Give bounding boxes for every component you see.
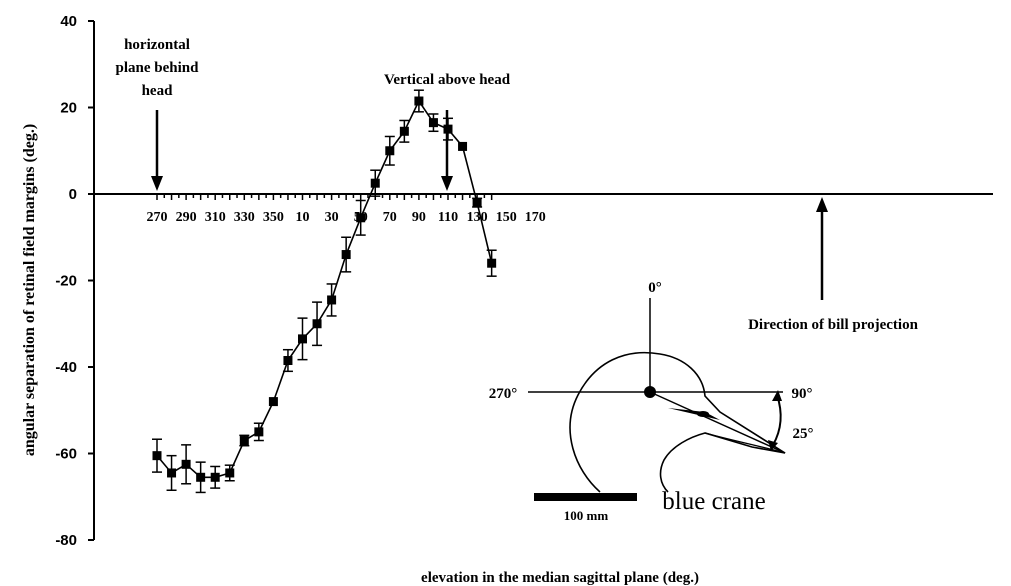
arrowhead-bill-projection: [816, 197, 828, 212]
inset-label-25: 25°: [793, 426, 814, 442]
data-point: [225, 468, 235, 478]
x-tick-label: 30: [325, 210, 339, 225]
y-tick-label: 20: [60, 100, 77, 117]
series-line: [156, 99, 493, 479]
scale-bar-label: 100 mm: [564, 508, 609, 523]
data-point: [414, 96, 424, 106]
y-axis-ticks: 40 20 0 -20 -40 -60 -80: [55, 13, 94, 549]
svg-text:Vertical above head: Vertical above head: [384, 72, 511, 88]
svg-text:head: head: [142, 83, 174, 99]
scale-bar: [534, 493, 637, 501]
annotation-horizontal-behind: horizontal plane behind head: [116, 37, 200, 191]
data-point: [254, 427, 264, 437]
data-point: [283, 356, 293, 366]
x-tick-label: 70: [383, 210, 397, 225]
crane-nostril: [697, 411, 709, 417]
x-tick-label: 350: [263, 210, 284, 225]
x-tick-label: 110: [438, 210, 458, 225]
y-tick-label: -80: [55, 532, 77, 549]
x-tick-label: 270: [147, 210, 168, 225]
x-tick-label: 290: [176, 210, 197, 225]
annotation-vertical-above: Vertical above head: [384, 72, 511, 191]
y-tick-label: -20: [55, 273, 77, 290]
chart-axes: [93, 21, 993, 540]
inset-bill-axis: [649, 391, 786, 454]
data-point: [356, 213, 366, 223]
crane-head-inset: 0° 270° 90° 25° 100 mm blue crane: [489, 280, 814, 523]
inset-label-0: 0°: [648, 280, 662, 296]
data-point: [472, 198, 482, 208]
data-point: [312, 319, 322, 329]
inset-angle-arc: [772, 394, 782, 446]
y-tick-label: 0: [69, 186, 77, 203]
data-point: [327, 295, 337, 305]
x-tick-label: 150: [496, 210, 517, 225]
data-point: [428, 118, 438, 128]
annotation-bill-projection: Direction of bill projection: [748, 197, 919, 333]
x-tick-label: 90: [412, 210, 426, 225]
data-point: [458, 141, 468, 151]
species-label: blue crane: [662, 488, 765, 515]
x-axis-ticks: 2702903103303501030507090110130150170: [147, 194, 546, 225]
y-tick-label: -40: [55, 359, 77, 376]
x-tick-label: 10: [296, 210, 310, 225]
data-point: [487, 258, 497, 268]
data-point: [298, 334, 307, 344]
inset-angle-arrowhead-bottom: [768, 440, 778, 451]
crane-bill-lower: [704, 432, 786, 454]
crane-head-outline: [569, 351, 786, 493]
crane-eye-stripe: [668, 408, 720, 420]
y-tick-label: 40: [60, 13, 77, 30]
inset-label-90: 90°: [792, 386, 813, 402]
data-point: [399, 126, 409, 136]
inset-angle-arrowhead-top: [772, 390, 782, 401]
arrowhead-horizontal-behind: [151, 176, 163, 191]
y-tick-label: -60: [55, 446, 77, 463]
y-axis-label: angular separation of retinal field marg…: [21, 124, 38, 456]
data-point: [152, 451, 162, 461]
svg-text:plane behind: plane behind: [116, 60, 200, 76]
x-tick-label: 310: [205, 210, 226, 225]
data-series: [152, 89, 497, 494]
data-point: [181, 459, 191, 469]
x-tick-label: 130: [467, 210, 488, 225]
data-point: [196, 472, 206, 482]
svg-text:Direction of bill projection: Direction of bill projection: [748, 317, 918, 333]
data-point: [385, 146, 395, 156]
data-point: [341, 250, 351, 260]
data-point: [268, 397, 278, 407]
svg-text:horizontal: horizontal: [124, 37, 190, 53]
x-tick-label: 170: [525, 210, 546, 225]
x-axis-label: elevation in the median sagittal plane (…: [421, 570, 699, 586]
data-point: [210, 472, 220, 482]
data-point: [370, 178, 380, 188]
data-point: [239, 436, 249, 446]
inset-label-270: 270°: [489, 386, 518, 402]
x-tick-label: 330: [234, 210, 255, 225]
data-point: [167, 468, 177, 478]
arrowhead-vertical-above: [441, 176, 453, 191]
